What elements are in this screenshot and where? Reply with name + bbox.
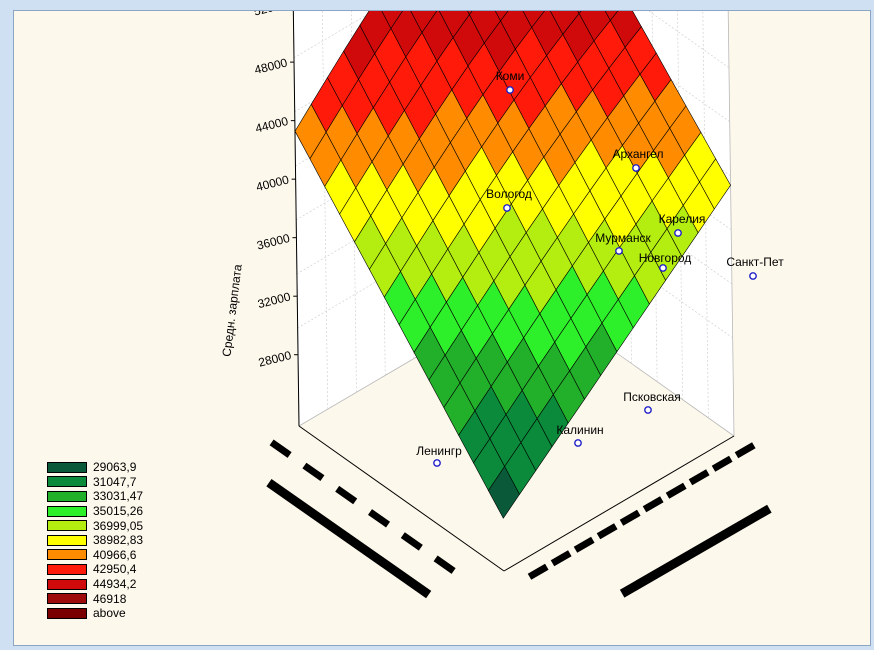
surface-cell xyxy=(604,11,619,21)
legend-label: 40966,6 xyxy=(93,547,137,562)
z-axis-line xyxy=(292,11,300,427)
z-tick-label: 48000 xyxy=(253,55,289,77)
legend-label: 42950,4 xyxy=(93,562,137,577)
legend-swatch xyxy=(47,476,87,488)
data-point-label: Архангел xyxy=(612,147,663,161)
x-axis-title-mark xyxy=(619,504,772,598)
legend-swatch xyxy=(47,578,87,590)
x-tick-mark xyxy=(573,536,595,553)
y-tick-mark xyxy=(433,555,456,574)
data-point-label: Псковская xyxy=(623,390,681,404)
legend-swatch xyxy=(47,520,87,532)
legend-item: 40966,6 xyxy=(47,548,143,563)
x-tick-mark xyxy=(550,550,572,567)
surface-cell xyxy=(467,11,473,16)
legend-item: 29063,9 xyxy=(47,460,143,475)
data-point-marker xyxy=(433,459,441,467)
z-axis-title: Средн. зарплата xyxy=(219,263,244,357)
legend-swatch xyxy=(47,607,87,619)
data-point-label: Ленингр xyxy=(416,444,462,458)
legend-item: 36999,05 xyxy=(47,518,143,533)
legend-label: 35015,26 xyxy=(93,504,144,519)
x-tick-mark xyxy=(665,482,687,499)
data-point-label: Новгород xyxy=(639,251,692,265)
data-point-label: Вологод xyxy=(486,187,532,201)
z-tick-label: 52000 xyxy=(252,11,288,19)
data-point-marker xyxy=(674,229,682,237)
legend-label: 36999,05 xyxy=(93,518,144,533)
data-point-marker xyxy=(574,439,582,447)
data-point-marker xyxy=(749,272,757,280)
y-tick-mark xyxy=(400,532,423,551)
data-point-marker xyxy=(615,247,623,255)
chart-frame: 52000 48000 44000 40000 36000 32000 28000 Средн… xyxy=(13,10,871,646)
legend-swatch xyxy=(47,593,87,605)
data-point-label: Санкт-Пет xyxy=(726,255,784,269)
legend-label: 33031,47 xyxy=(93,489,144,504)
y-tick-mark xyxy=(302,462,325,482)
z-tick-label: 40000 xyxy=(255,172,291,194)
legend-item: 42950,4 xyxy=(47,562,143,577)
legend-label: 38982,83 xyxy=(93,533,144,548)
legend-swatch xyxy=(47,534,87,546)
z-tick-label: 32000 xyxy=(256,289,292,311)
z-gridline xyxy=(297,192,733,339)
y-tick-mark xyxy=(367,509,391,528)
z-tick-label: 44000 xyxy=(254,114,290,136)
y-tick-mark xyxy=(269,439,292,458)
data-point-marker xyxy=(506,86,514,94)
data-point-label: Мурманск xyxy=(595,231,651,245)
legend-swatch xyxy=(47,549,87,561)
x-tick-mark xyxy=(688,469,710,486)
legend-label: 44934,2 xyxy=(93,577,137,592)
legend-item: 31047,7 xyxy=(47,475,143,490)
x-tick-mark xyxy=(596,523,618,540)
y-axis-line xyxy=(298,425,505,572)
data-point-label: Карелия xyxy=(659,212,706,226)
legend-item: 33031,47 xyxy=(47,489,143,504)
x-tick-mark xyxy=(711,455,733,472)
data-point-label: Калинин xyxy=(556,423,603,437)
legend-label: 46918 xyxy=(93,591,127,606)
legend-item: 46918 xyxy=(47,591,143,606)
legend: 29063,9 31047,7 33031,47 35015,26 36999,05 38… xyxy=(47,460,143,621)
legend-swatch xyxy=(47,505,87,517)
z-tick-label: 28000 xyxy=(257,348,293,370)
surface-cell xyxy=(494,11,509,22)
legend-label: 31047,7 xyxy=(93,474,137,489)
data-point-marker xyxy=(503,204,511,212)
legend-item: 44934,2 xyxy=(47,577,143,592)
data-point-label: Коми xyxy=(496,69,525,83)
x-tick-mark xyxy=(734,442,756,459)
surface-plot: 52000 48000 44000 40000 36000 32000 28000 Средн… xyxy=(219,11,784,599)
legend-label: 29063,9 xyxy=(93,460,137,475)
legend-swatch xyxy=(47,490,87,502)
legend-item: 35015,26 xyxy=(47,504,143,519)
data-point-marker xyxy=(659,264,667,272)
x-axis-line xyxy=(503,435,735,572)
legend-swatch xyxy=(47,461,87,473)
y-axis-title-mark xyxy=(266,479,432,599)
surface-mesh xyxy=(294,11,731,519)
legend-label: above xyxy=(93,606,126,621)
x-tick-mark xyxy=(619,509,641,526)
legend-item: 38982,83 xyxy=(47,533,143,548)
data-points: Коми Архангел Вологод Карелия Мурманск Новгор… xyxy=(416,69,784,467)
legend-swatch xyxy=(47,563,87,575)
y-tick-mark xyxy=(335,485,358,505)
data-point-marker xyxy=(644,406,652,414)
x-tick-mark xyxy=(642,496,664,513)
z-tick-label: 36000 xyxy=(255,231,291,253)
x-tick-mark xyxy=(527,563,549,580)
data-point-marker xyxy=(632,164,640,172)
legend-item: above xyxy=(47,606,143,621)
surface-cell xyxy=(488,465,520,519)
